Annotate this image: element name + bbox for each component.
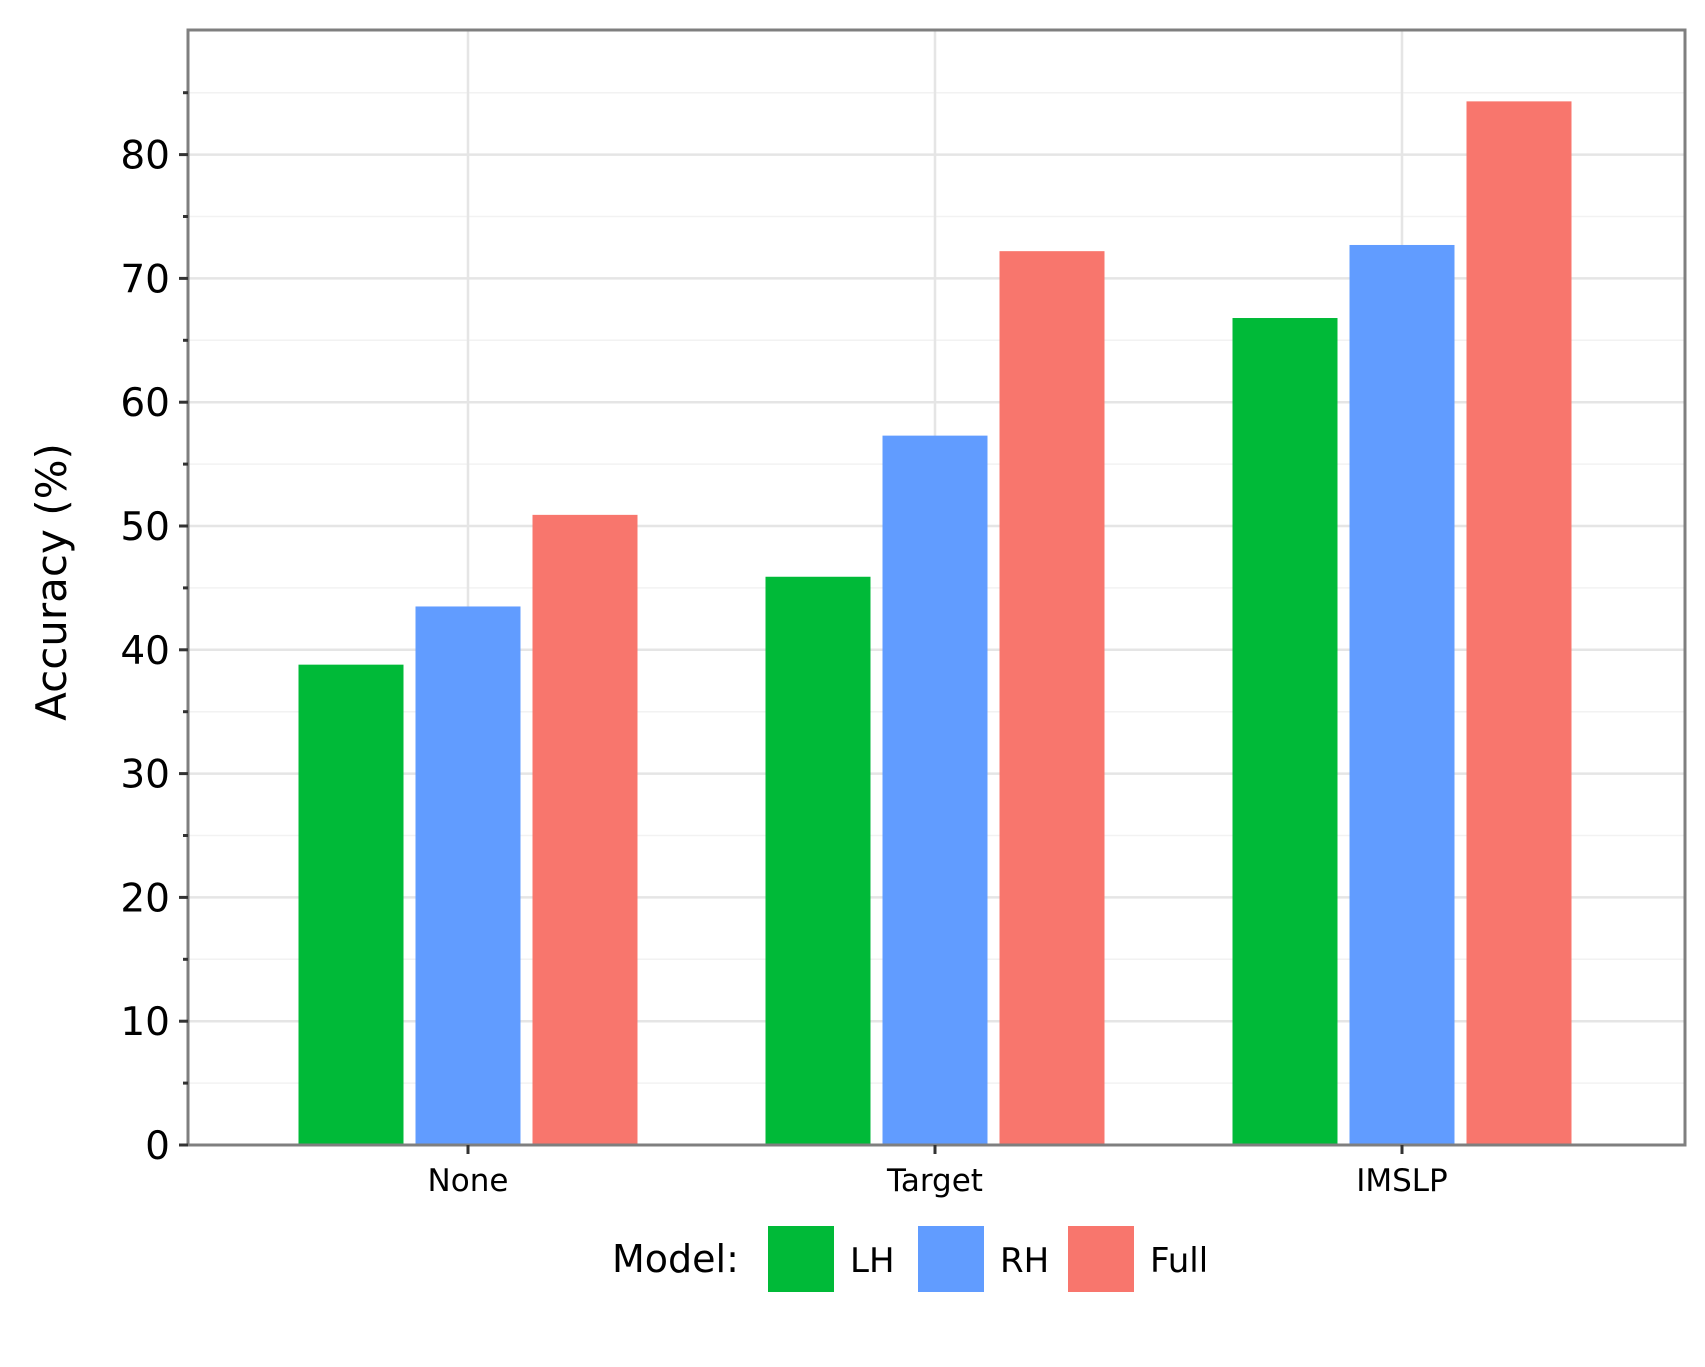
y-axis: 0 10 20 30 40 50 60 70 80 [120, 91, 188, 1169]
legend-key-full [1068, 1226, 1134, 1292]
bar-rh-target [882, 435, 988, 1146]
bar-lh-target [765, 576, 871, 1145]
bar-rh-imslp [1349, 244, 1455, 1145]
bar-full-imslp [1466, 101, 1572, 1146]
bars [298, 101, 1572, 1146]
legend-key-lh [768, 1226, 834, 1292]
bar-full-target [999, 251, 1105, 1145]
y-tick-label: 60 [120, 381, 170, 426]
x-tick-label: Target [886, 1163, 983, 1199]
bar-full-none [532, 514, 638, 1145]
bar-rh-none [415, 606, 521, 1145]
y-tick-label: 20 [120, 876, 170, 921]
legend: Model: LH RH Full [612, 1226, 1208, 1292]
legend-key-rh [918, 1226, 984, 1292]
legend-label-rh: RH [1000, 1241, 1049, 1281]
y-tick-label: 70 [120, 257, 170, 302]
bar-lh-imslp [1232, 318, 1338, 1145]
y-tick-label: 40 [120, 629, 170, 674]
y-tick-label: 30 [120, 753, 170, 798]
legend-label-lh: LH [850, 1241, 895, 1281]
bar-lh-none [298, 664, 404, 1145]
y-axis-title: Accuracy (%) [27, 443, 76, 721]
x-axis: None Target IMSLP [428, 1145, 1448, 1199]
y-tick-label: 10 [120, 1000, 170, 1045]
x-tick-label: None [428, 1163, 509, 1199]
y-tick-label: 0 [145, 1124, 170, 1169]
legend-title: Model: [612, 1237, 739, 1281]
x-tick-label: IMSLP [1356, 1163, 1448, 1199]
y-tick-label: 50 [120, 505, 170, 550]
y-tick-label: 80 [120, 134, 170, 179]
legend-label-full: Full [1150, 1241, 1208, 1281]
